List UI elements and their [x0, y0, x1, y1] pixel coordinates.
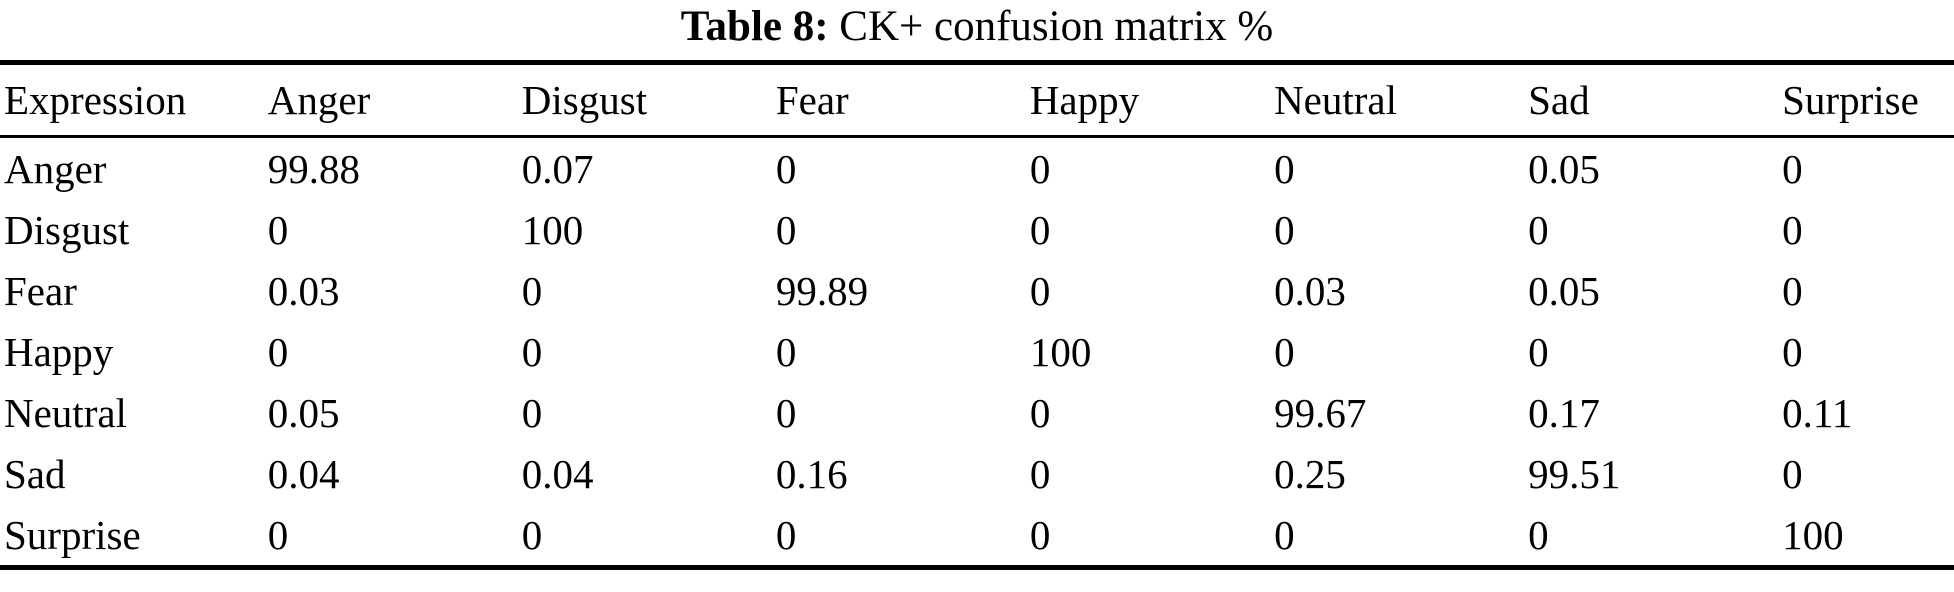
table-caption-label: Table 8: [680, 3, 829, 50]
value-cell: 0 [1029, 511, 1051, 558]
value-cell: 0 [1782, 267, 1803, 314]
table-row-sad: Sad 0.04 0.04 0.16 0 0.25 99.51 0 [0, 443, 1954, 504]
value-cell: 0.11 [1782, 389, 1853, 436]
table-row-surprise: Surprise 0 0 0 0 0 0 100 [0, 504, 1954, 568]
value-cell: 0.03 [267, 267, 340, 314]
table-row-anger: Anger 99.88 0.07 0 0 0 0.05 0 [0, 137, 1954, 200]
value-cell: 0 [775, 389, 797, 436]
column-header-expression: Expression [4, 77, 187, 123]
column-header-happy: Happy [1029, 77, 1140, 123]
value-cell: 100 [1029, 328, 1092, 375]
value-cell: 0.04 [267, 450, 340, 497]
value-cell: 0 [521, 511, 543, 558]
value-cell: 0 [775, 145, 797, 192]
value-cell: 0 [1782, 450, 1803, 497]
column-header-disgust: Disgust [521, 77, 648, 123]
column-header-sad: Sad [1528, 77, 1590, 123]
value-cell: 0.03 [1274, 267, 1346, 314]
value-cell: 0 [521, 389, 543, 436]
table-row-disgust: Disgust 0 100 0 0 0 0 0 [0, 199, 1954, 260]
row-label-cell: Sad [4, 450, 66, 497]
row-label-cell: Disgust [4, 206, 130, 253]
value-cell: 0.07 [521, 145, 594, 192]
value-cell: 99.51 [1528, 450, 1621, 497]
value-cell: 0 [521, 267, 543, 314]
row-label-cell: Fear [4, 267, 77, 314]
value-cell: 0.05 [267, 389, 340, 436]
value-cell: 0 [1029, 450, 1051, 497]
value-cell: 100 [521, 206, 584, 253]
confusion-matrix-table: Expression Anger Disgust Fear Happy Neut… [0, 60, 1954, 570]
value-cell: 0 [1029, 389, 1051, 436]
value-cell: 0.05 [1528, 267, 1600, 314]
column-header-surprise: Surprise [1782, 77, 1919, 123]
value-cell: 0 [1029, 145, 1051, 192]
value-cell: 0 [1782, 328, 1803, 375]
value-cell: 99.67 [1274, 389, 1367, 436]
value-cell: 0 [1029, 267, 1051, 314]
value-cell: 0 [775, 206, 797, 253]
row-label-cell: Surprise [4, 511, 141, 558]
row-label-cell: Happy [4, 328, 114, 375]
value-cell: 0 [1528, 328, 1549, 375]
value-cell: 0 [1274, 328, 1295, 375]
column-header-fear: Fear [775, 77, 849, 123]
value-cell: 0 [1782, 206, 1803, 253]
header-row: Expression Anger Disgust Fear Happy Neut… [0, 63, 1954, 137]
value-cell: 0 [775, 328, 797, 375]
value-cell: 0 [1274, 511, 1295, 558]
table-row-fear: Fear 0.03 0 99.89 0 0.03 0.05 0 [0, 260, 1954, 321]
value-cell: 0 [267, 206, 289, 253]
value-cell: 0 [1274, 206, 1295, 253]
value-cell: 0 [1029, 206, 1051, 253]
table-caption-text: CK+ confusion matrix % [839, 3, 1274, 50]
value-cell: 0 [1528, 511, 1549, 558]
table-row-neutral: Neutral 0.05 0 0 0 99.67 0.17 0.11 [0, 382, 1954, 443]
value-cell: 0.17 [1528, 389, 1600, 436]
column-header-neutral: Neutral [1274, 77, 1398, 123]
value-cell: 0.16 [775, 450, 848, 497]
value-cell: 0 [1274, 145, 1295, 192]
value-cell: 0 [775, 511, 797, 558]
value-cell: 0 [267, 328, 289, 375]
value-cell: 0 [1528, 206, 1549, 253]
table-row-happy: Happy 0 0 0 100 0 0 0 [0, 321, 1954, 382]
value-cell: 100 [1782, 511, 1844, 558]
row-label-cell: Neutral [4, 389, 127, 436]
value-cell: 99.89 [775, 267, 869, 314]
value-cell: 0.04 [521, 450, 594, 497]
value-cell: 0 [267, 511, 289, 558]
value-cell: 0.25 [1274, 450, 1346, 497]
value-cell: 0 [1782, 145, 1803, 192]
column-header-anger: Anger [267, 77, 371, 123]
row-label-cell: Anger [4, 145, 107, 192]
value-cell: 0 [521, 328, 543, 375]
value-cell: 0.05 [1528, 145, 1600, 192]
table-caption: Table 8: CK+ confusion matrix % [0, 2, 1954, 52]
value-cell: 99.88 [267, 145, 361, 192]
